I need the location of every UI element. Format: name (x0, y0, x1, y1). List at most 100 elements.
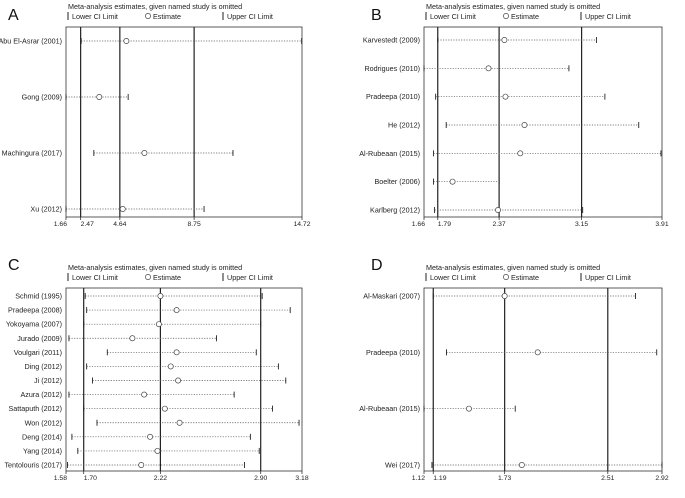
legend-upper-ci: Upper CI Limit (227, 273, 273, 282)
legend-title: Meta-analysis estimates, given named stu… (68, 263, 242, 272)
legend-title: Meta-analysis estimates, given named stu… (426, 2, 600, 11)
estimate-point (154, 447, 161, 454)
x-tick-label: 3.91 (655, 221, 668, 228)
estimate-point (119, 206, 126, 212)
study-label-deng-2014: Deng (2014) (22, 432, 62, 441)
study-label-wei-2017: Wei (2017) (385, 461, 420, 470)
study-label-al-maskari-2007: Al-Maskari (2007) (363, 292, 420, 301)
panel-a: A Meta-analysis estimates, given named st… (0, 2, 311, 228)
legend-title: Meta-analysis estimates, given named stu… (68, 2, 242, 11)
study-label-al-rubeaan-2015: Al-Rubeaan (2015) (359, 404, 420, 413)
panel-label: D (371, 257, 383, 274)
legend-estimate: Estimate (153, 273, 181, 282)
study-label-karvestedt-2009: Karvestedt (2009) (363, 36, 420, 45)
x-tick-label: 1.66 (54, 221, 67, 228)
estimate-point (502, 93, 509, 100)
estimate-point (485, 65, 492, 72)
legend-lower-ci: Lower CI Limit (72, 273, 118, 282)
x-tick-label: 14.72 (293, 221, 310, 228)
estimate-point (495, 207, 501, 213)
estimate-point (157, 293, 164, 299)
x-tick-label: 8.75 (188, 221, 201, 228)
estimate-point (466, 405, 472, 412)
study-label-azura-2012: Azura (2012) (20, 390, 62, 399)
study-label-yokoyama-2007: Yokoyama (2007) (6, 320, 62, 329)
x-tick-label: 1.70 (84, 475, 97, 482)
legend-title: Meta-analysis estimates, given named stu… (426, 263, 600, 272)
study-label-won-2012: Won (2012) (25, 418, 62, 427)
legend-upper-ci: Upper CI Limit (585, 12, 631, 21)
study-label-sattaputh-2012: Sattaputh (2012) (8, 404, 62, 413)
estimate-legend-marker (503, 274, 509, 280)
legend-upper-ci: Upper CI Limit (585, 273, 631, 282)
estimate-point (521, 122, 528, 128)
study-label-machingura-2017: Machingura (2017) (2, 149, 62, 158)
estimate-legend-marker (503, 13, 509, 19)
panel-label: C (8, 257, 20, 274)
estimate-point (175, 377, 182, 384)
panel-d: D Meta-analysis estimates, given named st… (359, 257, 669, 482)
estimate-point (141, 150, 148, 156)
study-label-boelter-2006: Boelter (2006) (374, 177, 420, 186)
estimate-point (517, 150, 524, 157)
study-label-yang-2014: Yang (2014) (23, 446, 62, 455)
study-label-jurado-2009: Jurado (2009) (17, 334, 62, 343)
study-label-tentolouris-2017: Tentolouris (2017) (4, 461, 62, 470)
x-tick-label: 1.79 (438, 221, 451, 228)
estimate-point (155, 321, 162, 328)
estimate-point (173, 307, 180, 314)
estimate-point (147, 433, 154, 440)
panel-b: B Meta-analysis estimates, given named st… (359, 2, 669, 228)
estimate-point (141, 391, 148, 398)
x-tick-label: 1.73 (498, 475, 511, 482)
estimate-point (129, 335, 136, 342)
estimate-legend-marker (145, 274, 151, 280)
x-tick-label: 3.18 (295, 475, 308, 482)
x-tick-label: 2.92 (655, 475, 668, 482)
estimate-point (176, 419, 183, 426)
estimate-point (123, 38, 130, 44)
study-label-pradeepa-2010: Pradeepa (2010) (366, 348, 420, 357)
x-tick-label: 1.19 (433, 475, 446, 482)
panel-label: B (371, 7, 382, 24)
legend-lower-ci: Lower CI Limit (72, 12, 118, 21)
study-label-pradeepa-2010: Pradeepa (2010) (366, 92, 420, 101)
estimate-point (449, 178, 456, 185)
study-label-he-2012: He (2012) (388, 121, 420, 130)
panel-c: C Meta-analysis estimates, given named st… (4, 257, 308, 482)
study-label-rodrigues-2010: Rodrigues (2010) (364, 64, 420, 73)
x-tick-label: 2.22 (154, 475, 167, 482)
plot-frame (65, 287, 303, 472)
x-tick-label: 2.47 (81, 221, 94, 228)
study-label-al-rubeaan-2015: Al-Rubeaan (2015) (359, 149, 420, 158)
plot-frame (65, 26, 303, 218)
estimate-point (138, 462, 145, 468)
x-tick-label: 4.64 (113, 221, 126, 228)
estimate-point (96, 94, 103, 100)
estimate-point (501, 293, 508, 299)
x-tick-label: 2.51 (601, 475, 614, 482)
estimate-legend-marker (145, 13, 151, 19)
study-label-ji-2012: Ji (2012) (34, 376, 62, 385)
x-tick-label: 1.66 (412, 221, 425, 228)
x-tick-label: 1.58 (54, 475, 67, 482)
estimate-point (167, 363, 174, 370)
legend-estimate: Estimate (511, 273, 539, 282)
legend-lower-ci: Lower CI Limit (430, 273, 476, 282)
study-label-karlberg-2012: Karlberg (2012) (370, 206, 420, 215)
study-label-schmid-1995: Schmid (1995) (15, 292, 62, 301)
study-label-pradeepa-2008: Pradeepa (2008) (8, 306, 62, 315)
legend-lower-ci: Lower CI Limit (430, 12, 476, 21)
study-label-ding-2012: Ding (2012) (24, 362, 62, 371)
legend-estimate: Estimate (153, 12, 181, 21)
plot-frame (423, 287, 663, 472)
study-label-xu-2012: Xu (2012) (30, 205, 62, 214)
legend-upper-ci: Upper CI Limit (227, 12, 273, 21)
estimate-point (161, 405, 168, 412)
legend-estimate: Estimate (511, 12, 539, 21)
study-label-voulgari-2011: Voulgari (2011) (14, 348, 62, 357)
x-tick-label: 1.12 (412, 475, 425, 482)
x-tick-label: 3.15 (575, 221, 588, 228)
panel-label: A (8, 7, 19, 24)
